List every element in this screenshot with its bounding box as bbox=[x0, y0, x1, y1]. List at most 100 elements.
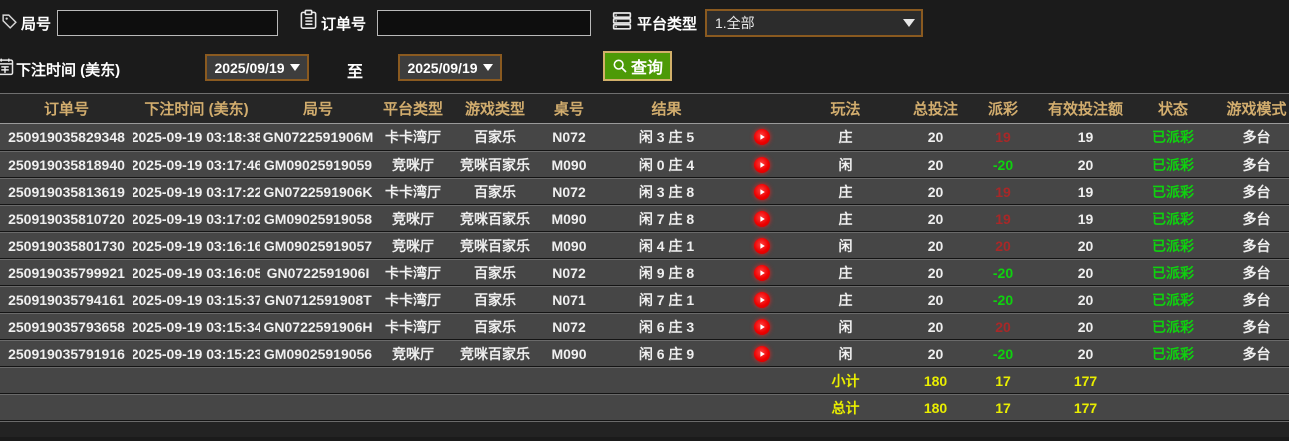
cell-table_no: M090 bbox=[551, 156, 587, 173]
chevron-down-icon bbox=[482, 64, 493, 71]
result-video-cell bbox=[735, 179, 788, 204]
cell-play: 闲 bbox=[838, 318, 853, 335]
cell-payout: -20 bbox=[992, 345, 1014, 362]
play-icon[interactable] bbox=[753, 345, 770, 362]
cell-payout: -20 bbox=[992, 291, 1014, 308]
cell-table_no: M090 bbox=[551, 237, 587, 254]
cell-round_no: GN0722591906M bbox=[262, 129, 374, 145]
cell-table_no: N072 bbox=[552, 183, 586, 200]
cell-bet_time: 2025-09-19 03:17:46 bbox=[133, 156, 260, 173]
cell-order_no: 250919035801730 bbox=[8, 237, 125, 254]
date-range-to-label: 至 bbox=[347, 64, 364, 81]
cell-total_bet: 20 bbox=[927, 264, 944, 281]
total-empty-cell bbox=[450, 368, 540, 393]
subtotal-row: 小计 180 17 177 bbox=[0, 367, 1289, 394]
cell-total_bet: 20 bbox=[927, 318, 944, 335]
cell-valid_bet: 20 bbox=[1077, 318, 1094, 335]
cell-table_no: N072 bbox=[552, 129, 586, 145]
cell-table_no: N072 bbox=[552, 264, 586, 281]
cell-bet_time: 2025-09-19 03:15:34 bbox=[133, 318, 260, 335]
total-empty-cell bbox=[376, 368, 450, 393]
cell-bet_time: 2025-09-19 03:17:22 bbox=[133, 183, 260, 200]
cell-game_type: 百家乐 bbox=[474, 264, 516, 281]
cell-status: 已派彩 bbox=[1152, 129, 1194, 145]
cell-order_no: 250919035818940 bbox=[8, 156, 125, 173]
cell-result: 闲 7 庄 8 bbox=[638, 210, 695, 227]
cell-bet_time: 2025-09-19 03:18:38 bbox=[133, 129, 260, 145]
cell-game_type: 竞咪百家乐 bbox=[460, 237, 530, 254]
total-empty-cell bbox=[260, 395, 376, 420]
table-row: 250919035818940 2025-09-19 03:17:46 GM0902… bbox=[0, 151, 1289, 178]
result-video-cell bbox=[735, 314, 788, 339]
cell-status: 已派彩 bbox=[1152, 345, 1194, 362]
round-input[interactable] bbox=[57, 10, 278, 36]
total-label: 小计 bbox=[831, 372, 860, 389]
filter-bar: 局号 订单号 平台类型 1.全部 bbox=[0, 0, 1289, 93]
table-row: 250919035810720 2025-09-19 03:17:02 GM0902… bbox=[0, 205, 1289, 232]
bet-time-filter-label: 下注时间 (美东) bbox=[16, 62, 121, 79]
cell-valid_bet: 20 bbox=[1077, 345, 1094, 362]
total-empty-cell bbox=[0, 395, 133, 420]
cell-valid_bet: 20 bbox=[1077, 156, 1094, 173]
date-to-picker[interactable]: 2025/09/19 bbox=[398, 54, 502, 81]
play-icon[interactable] bbox=[753, 156, 770, 173]
total-empty-cell bbox=[735, 368, 788, 393]
cell-bet_time: 2025-09-19 03:15:37 bbox=[133, 291, 260, 308]
cell-bet_time: 2025-09-19 03:15:23 bbox=[133, 345, 260, 362]
play-icon[interactable] bbox=[753, 291, 770, 308]
column-header-4: 游戏类型 bbox=[464, 101, 525, 118]
table-row: 250919035791916 2025-09-19 03:15:23 GM0902… bbox=[0, 340, 1289, 367]
total-payout: 17 bbox=[995, 372, 1011, 389]
cell-play: 庄 bbox=[838, 129, 853, 145]
clipboard-icon bbox=[299, 9, 318, 35]
cell-table_no: N072 bbox=[552, 318, 586, 335]
cell-valid_bet: 19 bbox=[1077, 183, 1094, 200]
platform-select[interactable]: 1.全部 bbox=[705, 9, 923, 37]
cell-payout: -20 bbox=[992, 264, 1014, 281]
column-header-7 bbox=[735, 94, 788, 123]
table-row: 250919035813619 2025-09-19 03:17:22 GN0722… bbox=[0, 178, 1289, 205]
column-header-11: 有效投注额 bbox=[1047, 101, 1123, 118]
cell-platform: 竞咪厅 bbox=[392, 210, 434, 227]
result-video-cell bbox=[735, 124, 788, 150]
play-icon[interactable] bbox=[753, 129, 770, 145]
query-button[interactable]: 查询 bbox=[603, 51, 673, 81]
cell-payout: 19 bbox=[995, 129, 1011, 145]
play-icon[interactable] bbox=[753, 237, 770, 254]
order-input[interactable] bbox=[377, 10, 591, 36]
total-empty-cell bbox=[260, 368, 376, 393]
column-header-9: 总投注 bbox=[912, 101, 958, 118]
cell-table_no: M090 bbox=[551, 345, 587, 362]
cell-valid_bet: 19 bbox=[1077, 210, 1094, 227]
cell-mode: 多台 bbox=[1242, 210, 1271, 227]
play-icon[interactable] bbox=[753, 183, 770, 200]
platform-select-value: 1.全部 bbox=[715, 15, 755, 31]
total-total_bet: 180 bbox=[923, 399, 948, 416]
date-from-value: 2025/09/19 bbox=[214, 59, 285, 76]
chevron-down-icon bbox=[289, 64, 300, 71]
play-icon[interactable] bbox=[753, 318, 770, 335]
cell-round_no: GM09025919057 bbox=[263, 237, 373, 254]
result-video-cell bbox=[735, 206, 788, 231]
total-empty-cell bbox=[133, 368, 260, 393]
cell-play: 闲 bbox=[838, 237, 853, 254]
cell-total_bet: 20 bbox=[927, 345, 944, 362]
table-row: 250919035801730 2025-09-19 03:16:16 GM0902… bbox=[0, 232, 1289, 259]
play-icon[interactable] bbox=[753, 264, 770, 281]
cell-result: 闲 4 庄 1 bbox=[638, 237, 695, 254]
cell-play: 闲 bbox=[838, 345, 853, 362]
cell-platform: 卡卡湾厅 bbox=[385, 291, 441, 308]
cell-total_bet: 20 bbox=[927, 237, 944, 254]
date-from-picker[interactable]: 2025/09/19 bbox=[205, 54, 309, 81]
order-filter-label: 订单号 bbox=[321, 16, 367, 33]
cell-platform: 竞咪厅 bbox=[392, 156, 434, 173]
total-empty-cell bbox=[1213, 368, 1289, 393]
cell-valid_bet: 20 bbox=[1077, 237, 1094, 254]
play-icon[interactable] bbox=[753, 210, 770, 227]
round-filter-label: 局号 bbox=[21, 16, 52, 33]
table-row: 250919035799921 2025-09-19 03:16:05 GN0722… bbox=[0, 259, 1289, 286]
cell-total_bet: 20 bbox=[927, 183, 944, 200]
cell-game_type: 竞咪百家乐 bbox=[460, 210, 530, 227]
cell-play: 庄 bbox=[838, 264, 853, 281]
cell-mode: 多台 bbox=[1242, 291, 1271, 308]
